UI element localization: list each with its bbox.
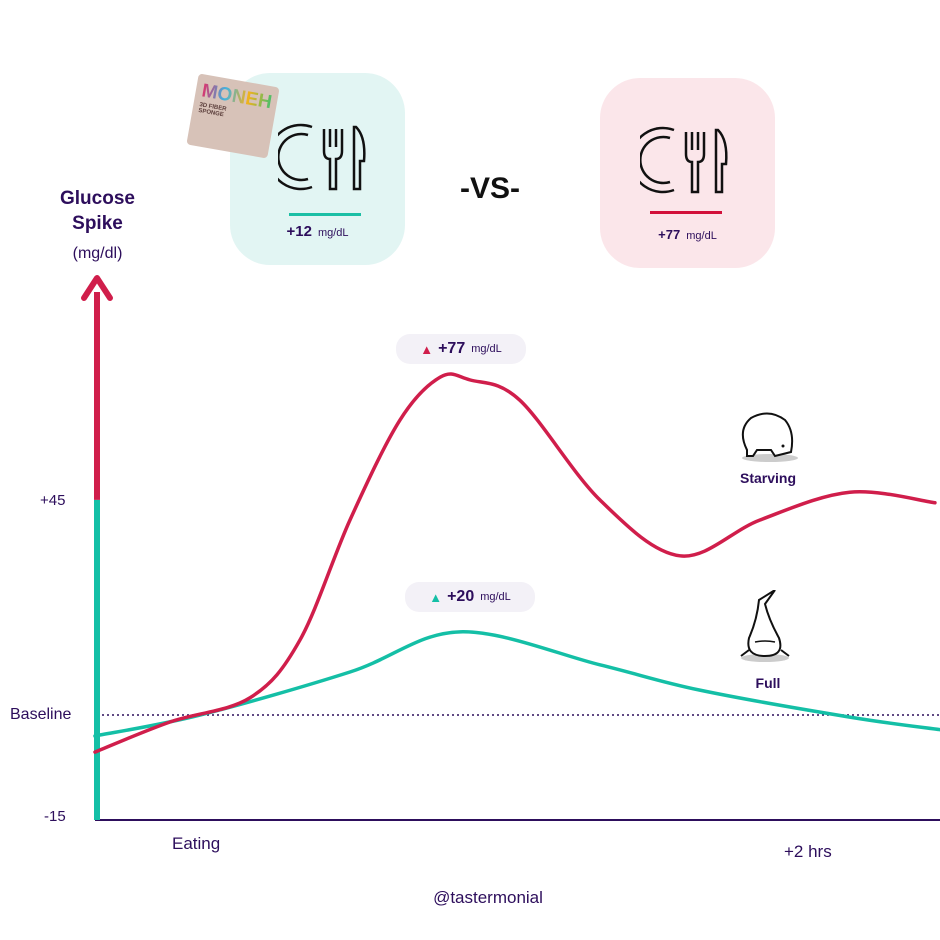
- hungry-creature-icon: [741, 412, 798, 462]
- x-tick-label: +2 hrs: [784, 842, 832, 861]
- y-tick-label: Baseline: [10, 706, 72, 723]
- without-product-card: +77 mg/dL: [600, 78, 775, 268]
- x-tick-label: Eating: [172, 834, 221, 853]
- vs-label: -VS-: [460, 172, 520, 205]
- red-underline: [650, 211, 722, 214]
- y-tick-label: -15: [44, 808, 66, 825]
- starving-label: Starving: [739, 470, 796, 486]
- y-axis-arrowhead: [81, 275, 113, 301]
- with-product-value: +12: [286, 223, 312, 240]
- series-line-starving: [93, 372, 937, 754]
- starving-peak-value: +77: [438, 340, 466, 357]
- full-kiwi-bird-icon: [740, 590, 790, 662]
- up-triangle-icon: ▲: [429, 589, 443, 605]
- without-product-value: +77: [658, 227, 681, 242]
- y-axis-unit: (mg/dl): [72, 245, 123, 262]
- plate-cutlery-icon: [278, 123, 366, 191]
- full-peak-value: +20: [447, 588, 475, 605]
- full-label: Full: [755, 675, 781, 691]
- full-peak-pill: ▲ +20 mg/dL: [405, 582, 535, 612]
- starving-peak-unit: mg/dL: [471, 343, 502, 355]
- credit-handle: @tastermonial: [433, 888, 543, 907]
- y-axis-title-line1: Glucose: [60, 188, 135, 209]
- plate-cutlery-icon: [640, 126, 728, 194]
- full-peak-unit: mg/dL: [480, 591, 511, 603]
- up-triangle-icon: ▲: [420, 341, 434, 357]
- without-product-unit: mg/dL: [686, 230, 717, 242]
- starving-peak-pill: ▲ +77 mg/dL: [396, 334, 526, 364]
- y-axis-title-line2: Spike: [72, 213, 123, 234]
- y-tick-label: +45: [40, 492, 66, 509]
- teal-underline: [289, 213, 361, 216]
- with-product-unit: mg/dL: [317, 227, 349, 239]
